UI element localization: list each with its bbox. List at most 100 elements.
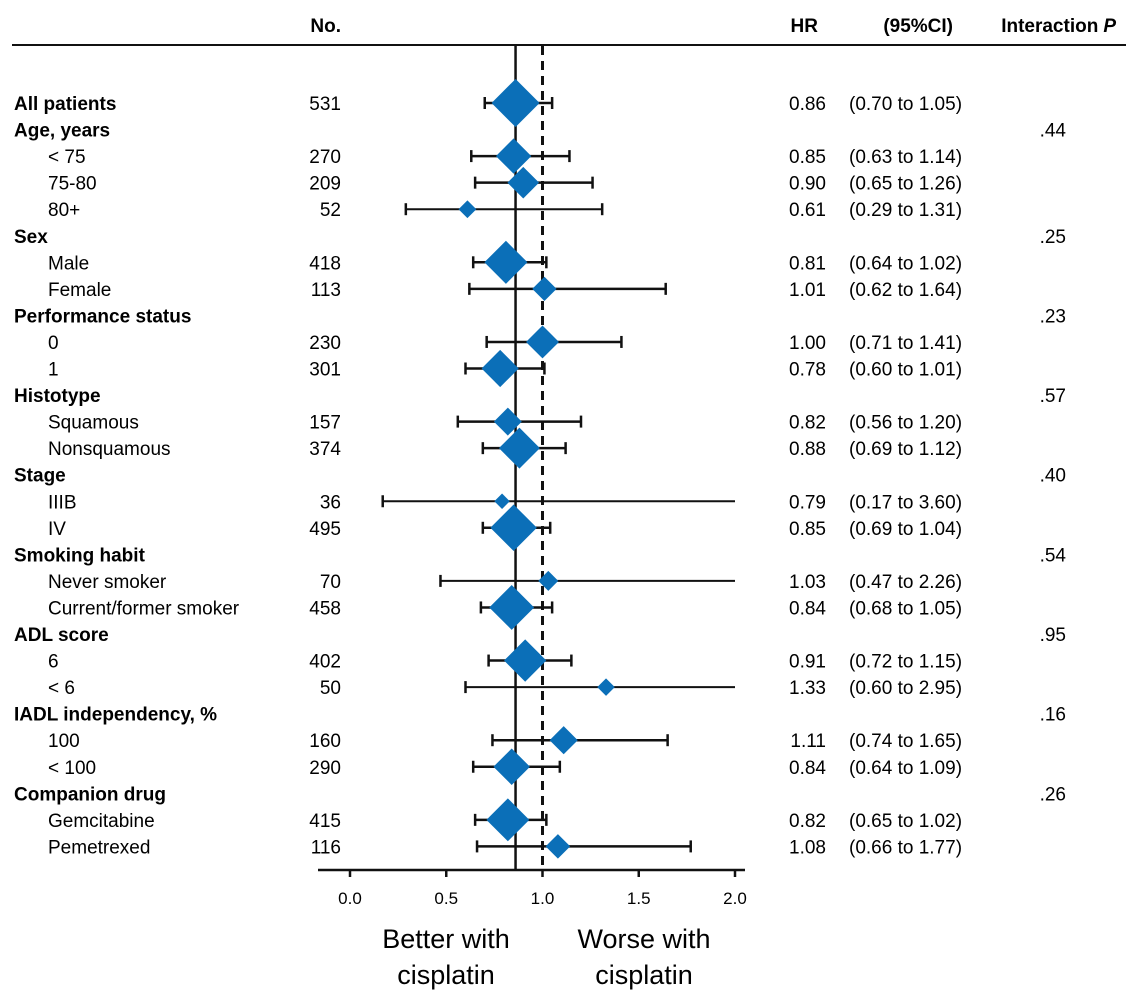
hr-value: 0.84 xyxy=(789,758,826,779)
hr-marker xyxy=(597,678,615,696)
subgroup-label: Female xyxy=(48,280,111,301)
ci-value: (0.56 to 1.20) xyxy=(849,413,962,434)
ci-value: (0.66 to 1.77) xyxy=(849,837,962,858)
ci-value: (0.60 to 1.01) xyxy=(849,360,962,381)
ci-value: (0.64 to 1.09) xyxy=(849,758,962,779)
patient-count: 458 xyxy=(309,598,341,619)
group-label: Age, years xyxy=(14,121,110,142)
subgroup-label: < 75 xyxy=(48,147,86,168)
hr-marker xyxy=(493,748,530,786)
column-headers: No. HR (95%CI) Interaction P xyxy=(310,16,1116,37)
patient-count: 374 xyxy=(309,439,341,460)
subgroup-label: Pemetrexed xyxy=(48,837,150,858)
hr-marker xyxy=(493,407,522,436)
hr-value: 0.78 xyxy=(789,360,826,381)
hr-marker xyxy=(458,200,477,219)
patient-count: 116 xyxy=(311,837,341,858)
ci-value: (0.63 to 1.14) xyxy=(849,147,962,168)
hr-value: 0.79 xyxy=(789,492,826,513)
ci-value: (0.47 to 2.26) xyxy=(849,572,962,593)
ci-value: (0.72 to 1.15) xyxy=(849,652,962,673)
patient-count: 290 xyxy=(309,758,341,779)
hr-marker xyxy=(489,585,535,630)
patient-count: 160 xyxy=(309,731,341,752)
hr-value: 0.90 xyxy=(789,174,826,195)
hr-value: 1.01 xyxy=(789,280,826,301)
x-tick-label: 1.5 xyxy=(627,889,651,908)
header-ci: (95%CI) xyxy=(883,16,953,37)
patient-count: 301 xyxy=(309,360,341,381)
hr-marker xyxy=(549,726,578,755)
hr-value: 0.61 xyxy=(789,200,826,221)
header-hr: HR xyxy=(791,16,819,37)
interaction-p-value: .26 xyxy=(1040,784,1066,805)
header-p: P xyxy=(1103,16,1116,37)
x-tick-label: 0.5 xyxy=(434,889,458,908)
interaction-p-value: .54 xyxy=(1040,545,1067,566)
subgroup-label: IIIB xyxy=(48,492,77,513)
patient-count: 70 xyxy=(320,572,341,593)
ci-value: (0.68 to 1.05) xyxy=(849,598,962,619)
interaction-p-value: .25 xyxy=(1040,227,1066,248)
hr-value: 0.84 xyxy=(789,598,826,619)
group-label: ADL score xyxy=(14,625,109,646)
subgroup-label: 1 xyxy=(48,360,59,381)
header-interaction: Interaction xyxy=(1001,16,1098,37)
ci-value: (0.69 to 1.04) xyxy=(849,519,962,540)
hr-marker xyxy=(504,639,547,682)
ci-value: (0.74 to 1.65) xyxy=(849,731,962,752)
x-tick-label: 0.0 xyxy=(338,889,362,908)
ci-value: (0.70 to 1.05) xyxy=(849,94,962,115)
patient-count: 113 xyxy=(311,280,341,301)
subgroup-label: Never smoker xyxy=(48,572,167,593)
direction-labels: Better with cisplatin Worse with cisplat… xyxy=(382,924,710,990)
group-label: Companion drug xyxy=(14,784,166,805)
ci-value: (0.64 to 1.02) xyxy=(849,253,962,274)
hr-marker xyxy=(526,325,559,359)
patient-count: 270 xyxy=(309,147,341,168)
hr-value: 1.33 xyxy=(789,678,826,699)
patient-count: 157 xyxy=(309,413,341,434)
hr-marker xyxy=(481,349,519,388)
hr-value: 0.85 xyxy=(789,519,826,540)
x-axis: 0.0 0.5 1.0 1.5 2.0 xyxy=(318,868,747,908)
patient-count: 402 xyxy=(309,652,341,673)
group-label: Smoking habit xyxy=(14,545,146,566)
left-direction-line2: cisplatin xyxy=(397,960,495,990)
header-no: No. xyxy=(310,16,341,37)
hr-marker xyxy=(532,276,557,301)
ci-value: (0.65 to 1.02) xyxy=(849,811,962,832)
subgroup-label: 75-80 xyxy=(48,174,97,195)
subgroup-label: Squamous xyxy=(48,413,139,434)
left-direction-line1: Better with xyxy=(382,924,510,954)
group-label: Stage xyxy=(14,466,66,487)
header-interaction-p: Interaction P xyxy=(1001,16,1116,37)
hr-marker xyxy=(486,798,530,842)
subgroup-label: Gemcitabine xyxy=(48,811,155,832)
group-label: Histotype xyxy=(14,386,101,407)
interaction-p-value: .40 xyxy=(1040,466,1066,487)
hr-marker xyxy=(495,138,532,174)
forest-rows: All patients 531 0.86 (0.70 to 1.05) Age, ye… xyxy=(14,79,1066,859)
hr-marker xyxy=(484,240,528,284)
hr-marker xyxy=(498,427,540,469)
ci-value: (0.17 to 3.60) xyxy=(849,492,962,513)
x-tick-label: 1.0 xyxy=(531,889,555,908)
hr-value: 0.91 xyxy=(789,652,826,673)
patient-count: 36 xyxy=(320,492,341,513)
interaction-p-value: .95 xyxy=(1040,625,1066,646)
subgroup-label: 100 xyxy=(48,731,80,752)
ci-value: (0.62 to 1.64) xyxy=(849,280,962,301)
patient-count: 230 xyxy=(309,333,341,354)
right-direction-line1: Worse with xyxy=(577,924,710,954)
ci-value: (0.71 to 1.41) xyxy=(849,333,962,354)
patient-count: 209 xyxy=(309,174,341,195)
subgroup-label: Nonsquamous xyxy=(48,439,171,460)
overall-hr-marker xyxy=(491,79,540,127)
hr-value: 0.82 xyxy=(789,811,826,832)
group-label: Performance status xyxy=(14,306,191,327)
subgroup-label: IV xyxy=(48,519,66,540)
hr-value: 0.86 xyxy=(789,94,826,115)
hr-marker xyxy=(490,504,537,552)
